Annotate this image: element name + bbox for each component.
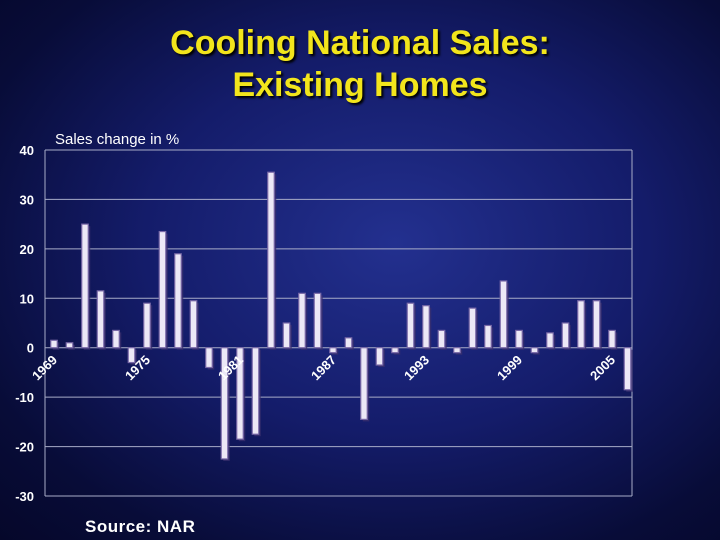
bar [561,322,570,349]
bar [81,223,89,349]
bar [205,347,213,369]
bar [174,253,182,349]
bar [375,347,384,366]
y-tick-label: -20 [15,440,34,455]
y-tick-label: -30 [15,489,34,504]
bar [468,307,477,349]
bar [360,347,368,420]
bar [437,329,446,349]
bar [251,347,260,435]
bar [499,280,508,349]
bar [530,347,539,354]
bar [189,300,198,349]
bar [422,305,430,349]
bar [608,329,616,349]
bar [236,347,244,440]
bar [515,329,523,349]
title-line-2: Existing Homes [232,66,488,104]
source-note: Source: NAR [85,517,196,536]
x-tick-label: 1999 [494,352,525,383]
y-tick-label: 0 [27,341,34,356]
bar [112,329,120,349]
bar [143,302,151,349]
x-tick-label: 1975 [122,352,153,383]
title-line-1: Cooling National Sales: [170,24,550,62]
y-tick-label: 30 [20,192,34,207]
bar [484,324,492,349]
bar [623,347,632,391]
bar [592,300,601,349]
bar [546,332,554,349]
y-tick-label: -10 [15,390,34,405]
bar [406,302,415,349]
bar [344,337,353,349]
bar [313,292,322,349]
bar [220,347,229,460]
bar [282,322,291,349]
y-axis-label: Sales change in % [55,131,179,148]
bar [577,300,585,349]
x-tick-label: 1993 [401,352,432,383]
bar [96,290,105,349]
bar [267,171,275,349]
bar [391,347,399,354]
bar [158,230,167,349]
y-tick-label: 20 [20,242,34,257]
bar [298,292,306,349]
bar [127,347,136,364]
bar [50,339,58,349]
slide-title: Cooling National Sales: Existing Homes [0,22,720,106]
x-tick-label: 1987 [308,352,339,383]
bar [329,347,337,354]
y-tick-label: 40 [20,143,34,158]
bar [65,342,74,349]
y-tick-label: 10 [20,291,34,306]
x-tick-label: 2005 [587,352,618,383]
bar [453,347,461,354]
